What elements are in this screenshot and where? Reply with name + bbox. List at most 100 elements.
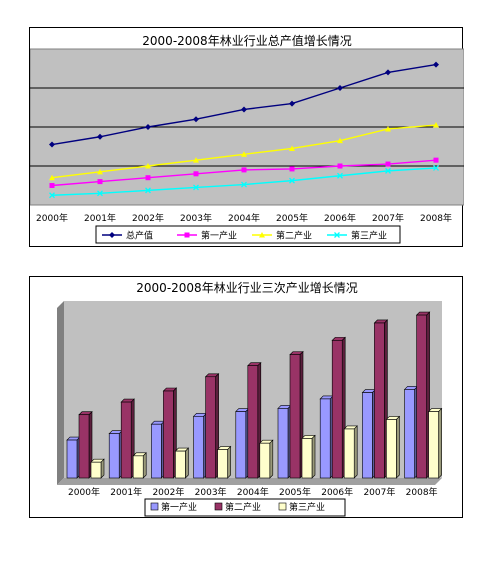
- bar-side: [142, 452, 147, 479]
- bar: [132, 455, 144, 479]
- point: [334, 232, 340, 238]
- point: [49, 141, 55, 148]
- point: [49, 183, 55, 188]
- point: [193, 157, 199, 163]
- x-tick-label: 2007年: [372, 212, 404, 224]
- point: [289, 145, 295, 151]
- point: [241, 151, 247, 157]
- legend-swatch: [214, 502, 223, 511]
- bar: [66, 439, 78, 479]
- bar: [108, 433, 120, 479]
- point: [337, 172, 343, 179]
- bar: [259, 442, 271, 479]
- x-tick-label: 2003年: [195, 486, 227, 498]
- point: [289, 100, 295, 107]
- x-tick-label: 2005年: [279, 486, 311, 498]
- bar: [193, 416, 204, 479]
- bar: [151, 423, 162, 479]
- bar: [78, 414, 90, 479]
- bar: [163, 390, 174, 479]
- x-tick-label: 2002年: [132, 212, 164, 224]
- point: [97, 133, 103, 140]
- bar: [404, 389, 415, 479]
- bar: [374, 322, 385, 479]
- legend-label: 第二产业: [276, 230, 312, 242]
- bar: [217, 449, 228, 479]
- bar: [205, 376, 216, 479]
- x-tick-label: 2006年: [324, 212, 356, 224]
- bar-side: [269, 439, 274, 479]
- legend-label: 第一产业: [161, 501, 197, 513]
- x-tick-label: 2003年: [180, 212, 212, 224]
- legend-label: 总产值: [126, 230, 153, 242]
- point: [49, 174, 55, 181]
- point: [193, 116, 199, 123]
- plot-side-wall: [57, 301, 64, 485]
- point: [337, 85, 343, 91]
- bar-side: [100, 458, 105, 479]
- point: [97, 179, 103, 185]
- bar: [343, 428, 355, 479]
- x-tick-label: 2008年: [406, 486, 438, 498]
- bar: [386, 419, 397, 479]
- x-tick-label: 2000年: [36, 212, 68, 224]
- x-tick-label: 2004年: [237, 486, 269, 498]
- line-chart-frame: 2000-2008年林业行业总产值增长情况 2000年 2001年 2002年 200…: [29, 27, 464, 247]
- point: [433, 122, 439, 128]
- point: [49, 192, 55, 199]
- point: [145, 124, 151, 130]
- bar-side: [311, 434, 316, 479]
- point: [289, 177, 295, 184]
- point: [97, 190, 103, 197]
- bar: [175, 450, 186, 479]
- chart-title: 2000-2008年林业行业总产值增长情况: [142, 33, 351, 48]
- legend-swatch: [150, 502, 159, 511]
- x-tick-label: 2001年: [84, 212, 116, 224]
- legend-swatch: [278, 502, 287, 511]
- point: [259, 232, 265, 238]
- point: [241, 167, 247, 173]
- x-tick-label: 2002年: [152, 486, 184, 498]
- plot-floor: [57, 478, 442, 485]
- point: [184, 232, 190, 238]
- bar-side: [227, 445, 231, 479]
- chart-title: 2000-2008年林业行业三次产业增长情况: [136, 281, 357, 295]
- legend-label: 第三产业: [351, 230, 387, 242]
- point: [193, 171, 199, 177]
- point: [193, 184, 199, 191]
- point: [109, 232, 115, 238]
- legend-label: 第二产业: [225, 501, 261, 513]
- x-tick-label: 2005年: [276, 212, 308, 224]
- x-tick-label: 2004年: [228, 212, 260, 224]
- point: [385, 125, 391, 132]
- point: [145, 187, 151, 194]
- x-tick-label: 2001年: [110, 486, 142, 498]
- bar: [235, 411, 247, 479]
- point: [385, 69, 391, 76]
- legend-box: [144, 498, 346, 517]
- bar: [277, 408, 289, 479]
- bar: [120, 401, 132, 479]
- point: [97, 168, 103, 175]
- bar: [416, 314, 427, 479]
- point: [433, 61, 439, 68]
- x-tick-label: 2006年: [321, 486, 353, 498]
- line-chart-svg: 2000-2008年林业行业总产值增长情况 2000年 2001年 2002年 200…: [30, 33, 464, 244]
- bar: [362, 392, 373, 479]
- x-tick-label: 2008年: [420, 212, 452, 224]
- bar-side: [353, 425, 358, 479]
- point: [385, 161, 391, 167]
- bar: [319, 398, 331, 479]
- bar: [428, 411, 439, 479]
- point: [337, 137, 343, 144]
- point: [241, 106, 247, 113]
- legend-box: [95, 225, 401, 244]
- point: [145, 163, 151, 169]
- point: [433, 157, 439, 163]
- point: [433, 164, 439, 171]
- point: [241, 181, 247, 188]
- bar: [331, 340, 343, 479]
- legend-label: 第一产业: [201, 230, 237, 242]
- legend-label: 第三产业: [289, 501, 325, 513]
- bar-chart-frame: 2000-2008年林业行业三次产业增长情况 2000年 2001年 2002年 20…: [29, 276, 463, 518]
